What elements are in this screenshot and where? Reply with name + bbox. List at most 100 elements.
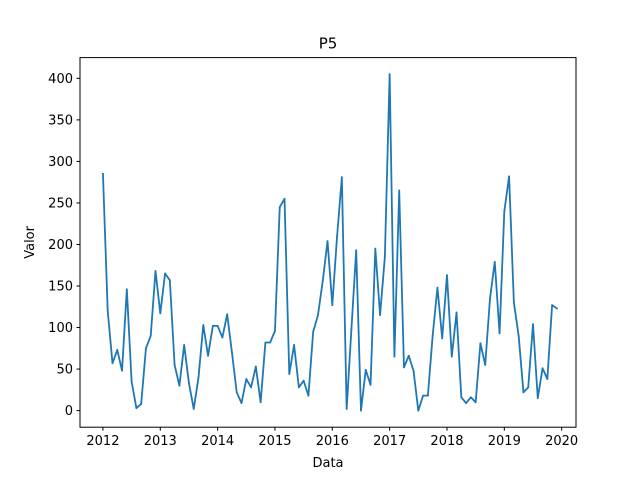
data-point	[455, 311, 458, 314]
data-point	[541, 367, 544, 370]
data-point	[121, 369, 123, 372]
y-tick-label: 200	[48, 238, 73, 253]
data-point	[235, 391, 238, 394]
data-point	[226, 313, 229, 316]
data-point	[374, 247, 377, 250]
data-point	[508, 175, 510, 178]
data-point	[412, 369, 415, 372]
data-point	[460, 396, 463, 399]
x-tick-label: 2015	[258, 434, 291, 449]
data-point	[102, 172, 104, 175]
data-point	[145, 347, 147, 350]
y-tick-label: 350	[48, 113, 73, 128]
data-point	[407, 354, 410, 357]
data-point	[106, 310, 109, 312]
data-point	[512, 301, 515, 304]
data-point	[522, 391, 525, 394]
data-point	[474, 401, 477, 404]
y-axis-label: Valor	[23, 225, 38, 258]
data-point	[293, 344, 295, 346]
data-point	[379, 314, 381, 316]
y-tick-label: 150	[48, 280, 73, 295]
data-point	[259, 401, 262, 404]
x-axis-ticks: 2012 2013 2014 2015 2016 2017 2018 2019 2020	[86, 427, 578, 449]
data-point	[288, 373, 291, 375]
data-point	[355, 249, 358, 252]
data-point	[493, 261, 496, 263]
data-point	[250, 386, 252, 389]
data-point	[154, 270, 157, 272]
data-point	[417, 409, 420, 412]
data-point	[393, 355, 396, 358]
data-point	[274, 329, 276, 332]
data-point	[278, 206, 281, 209]
data-point	[321, 280, 324, 282]
data-point	[336, 235, 338, 238]
data-point	[350, 328, 353, 331]
x-tick-label: 2012	[86, 434, 119, 449]
data-point	[403, 366, 405, 369]
data-point	[422, 394, 424, 397]
data-point	[446, 274, 448, 277]
data-point	[173, 364, 176, 366]
data-point	[383, 256, 386, 258]
data-point	[207, 354, 209, 357]
data-point	[283, 197, 286, 200]
data-point	[426, 394, 429, 397]
data-point	[269, 341, 272, 344]
x-tick-label: 2019	[488, 434, 521, 449]
data-point	[532, 323, 534, 326]
data-point	[197, 376, 200, 379]
data-point	[326, 240, 329, 243]
data-point	[125, 288, 128, 291]
data-point	[489, 297, 491, 300]
data-point	[479, 342, 482, 345]
data-point	[398, 189, 401, 192]
chart-title: P5	[319, 35, 338, 53]
data-point	[240, 402, 243, 405]
data-point	[297, 386, 300, 389]
data-point	[307, 394, 310, 397]
data-point	[369, 383, 372, 386]
x-tick-label: 2017	[373, 434, 406, 449]
data-point	[202, 324, 205, 326]
data-point	[188, 382, 190, 385]
data-point	[331, 304, 334, 307]
data-point	[116, 349, 119, 351]
data-point	[317, 314, 319, 316]
y-tick-label: 250	[48, 196, 73, 211]
x-tick-label: 2013	[144, 434, 177, 449]
data-point	[221, 336, 224, 339]
x-axis-label: Data	[312, 456, 343, 471]
data-point	[135, 407, 138, 409]
data-point	[140, 403, 143, 405]
data-point	[149, 334, 152, 337]
y-tick-label: 50	[56, 363, 73, 378]
data-point	[360, 409, 362, 412]
data-point	[183, 344, 186, 346]
data-point	[450, 355, 453, 358]
data-point	[302, 379, 305, 382]
data-point	[551, 304, 554, 307]
y-tick-label: 100	[48, 321, 73, 336]
data-point	[245, 378, 248, 380]
data-point	[216, 324, 219, 327]
y-axis-ticks: 0 50 100 150 200 250 300 350 400	[48, 72, 80, 419]
data-point	[312, 330, 315, 333]
data-point	[498, 332, 501, 335]
data-point	[340, 176, 343, 179]
data-point	[465, 402, 467, 405]
x-tick-label: 2020	[545, 434, 578, 449]
data-point	[178, 384, 181, 387]
y-tick-label: 400	[48, 72, 73, 87]
data-point	[484, 364, 487, 366]
data-point	[231, 351, 233, 354]
data-point	[469, 396, 472, 399]
data-point	[503, 210, 506, 213]
data-point	[441, 337, 444, 340]
data-point	[364, 368, 367, 371]
data-point	[517, 334, 520, 337]
x-tick-label: 2014	[201, 434, 234, 449]
